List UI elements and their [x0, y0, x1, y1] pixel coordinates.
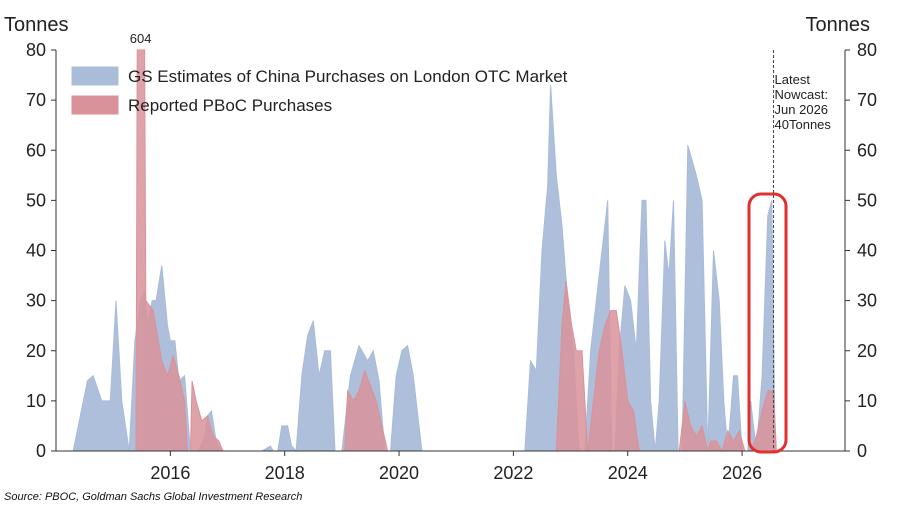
- highlight-box: [747, 192, 788, 454]
- y-axis-label-right: Tonnes: [806, 14, 871, 36]
- y-tick-label-right: 10: [857, 391, 877, 411]
- source-note: Source: PBOC, Goldman Sachs Global Inves…: [4, 491, 303, 503]
- y-tick-label-left: 80: [26, 40, 46, 60]
- legend-swatch: [71, 95, 119, 115]
- y-tick-label-left: 70: [26, 90, 46, 110]
- y-tick-label-right: 80: [857, 40, 877, 60]
- legend-label: Reported PBoC Purchases: [128, 96, 332, 115]
- nowcast-annotation: Latest: [775, 72, 811, 87]
- y-tick-label-right: 40: [857, 241, 877, 261]
- y-tick-label-right: 70: [857, 90, 877, 110]
- legend-label: GS Estimates of China Purchases on Londo…: [128, 67, 568, 86]
- y-tick-label-left: 10: [26, 391, 46, 411]
- legend-swatch: [71, 66, 119, 86]
- y-tick-label-left: 50: [26, 190, 46, 210]
- y-tick-label-left: 0: [36, 441, 46, 461]
- y-tick-label-left: 40: [26, 241, 46, 261]
- y-tick-label-right: 50: [857, 190, 877, 210]
- x-tick-label: 2024: [608, 463, 648, 483]
- x-tick-label: 2020: [379, 463, 419, 483]
- y-tick-label-left: 60: [26, 140, 46, 160]
- y-tick-label-right: 20: [857, 341, 877, 361]
- y-tick-label-right: 0: [857, 441, 867, 461]
- nowcast-annotation: Jun 2026: [775, 102, 829, 117]
- x-tick-label: 2022: [493, 463, 533, 483]
- y-tick-label-right: 60: [857, 140, 877, 160]
- x-tick-label: 2018: [265, 463, 305, 483]
- x-tick-label: 2016: [150, 463, 190, 483]
- x-tick-label: 2026: [722, 463, 762, 483]
- y-axis-label-left: Tonnes: [4, 14, 69, 36]
- nowcast-annotation: 40Tonnes: [775, 117, 832, 132]
- peak-annotation: 604: [130, 31, 152, 46]
- y-tick-label-left: 30: [26, 291, 46, 311]
- nowcast-annotation: Nowcast:: [775, 87, 828, 102]
- y-tick-label-right: 30: [857, 291, 877, 311]
- y-tick-label-left: 20: [26, 341, 46, 361]
